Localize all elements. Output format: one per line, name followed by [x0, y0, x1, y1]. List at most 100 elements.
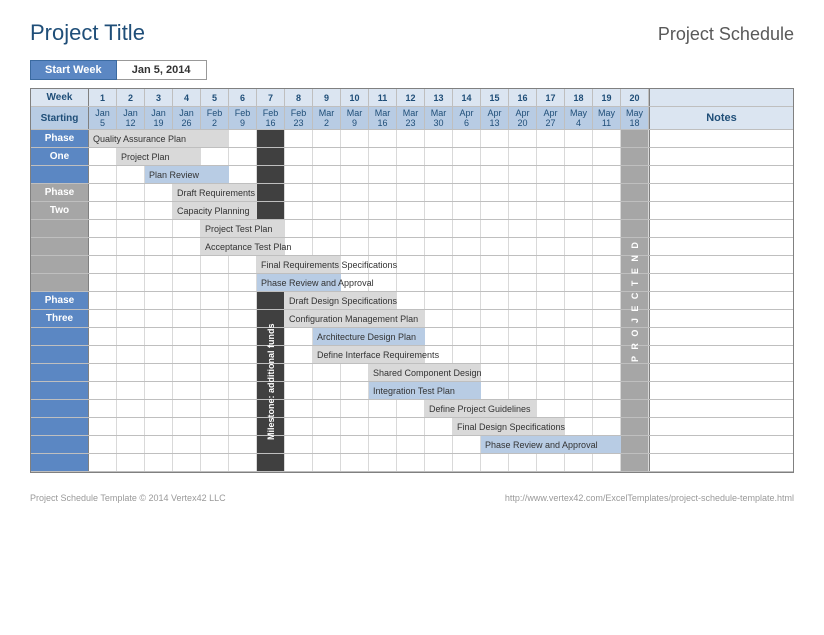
cell[interactable]	[425, 220, 453, 237]
cell[interactable]	[593, 238, 621, 255]
cell[interactable]	[509, 382, 537, 399]
cell[interactable]	[145, 436, 173, 453]
notes-cell[interactable]	[649, 364, 793, 381]
cell[interactable]	[145, 454, 173, 471]
cell[interactable]	[509, 202, 537, 219]
cell[interactable]	[593, 184, 621, 201]
cell[interactable]	[89, 292, 117, 309]
task-bar[interactable]: Final Requirements Specifications	[257, 256, 397, 273]
cell[interactable]	[313, 202, 341, 219]
cell[interactable]	[453, 256, 481, 273]
cell[interactable]	[453, 436, 481, 453]
task-bar[interactable]: Define Interface Requirements	[313, 346, 481, 363]
cell[interactable]	[173, 400, 201, 417]
cell[interactable]	[341, 184, 369, 201]
cell[interactable]	[145, 418, 173, 435]
cell[interactable]	[173, 256, 201, 273]
task-bar[interactable]: Capacity Planning	[173, 202, 257, 219]
cell[interactable]	[89, 184, 117, 201]
cell[interactable]	[537, 454, 565, 471]
cell[interactable]	[593, 346, 621, 363]
cell[interactable]	[285, 382, 313, 399]
cell[interactable]	[145, 202, 173, 219]
cell[interactable]	[593, 148, 621, 165]
task-bar[interactable]: Final Design Specifications	[453, 418, 593, 435]
cell[interactable]	[621, 454, 649, 471]
cell[interactable]	[537, 148, 565, 165]
cell[interactable]	[201, 148, 229, 165]
task-bar[interactable]: Draft Design Specifications	[285, 292, 425, 309]
cell[interactable]	[537, 328, 565, 345]
task-bar[interactable]: Phase Review and Approval	[257, 274, 397, 291]
cell[interactable]	[481, 166, 509, 183]
cell[interactable]	[397, 256, 425, 273]
cell[interactable]	[341, 130, 369, 147]
cell[interactable]	[621, 148, 649, 165]
cell[interactable]	[425, 184, 453, 201]
cell[interactable]	[229, 166, 257, 183]
cell[interactable]	[509, 346, 537, 363]
cell[interactable]	[453, 328, 481, 345]
cell[interactable]	[481, 202, 509, 219]
cell[interactable]	[89, 418, 117, 435]
cell[interactable]	[565, 166, 593, 183]
cell[interactable]	[145, 292, 173, 309]
cell[interactable]	[341, 202, 369, 219]
cell[interactable]	[201, 382, 229, 399]
cell[interactable]	[397, 220, 425, 237]
notes-cell[interactable]	[649, 238, 793, 255]
cell[interactable]	[201, 328, 229, 345]
cell[interactable]	[425, 454, 453, 471]
cell[interactable]	[565, 292, 593, 309]
cell[interactable]	[229, 130, 257, 147]
cell[interactable]	[397, 400, 425, 417]
cell[interactable]	[145, 238, 173, 255]
cell[interactable]	[313, 130, 341, 147]
cell[interactable]	[593, 418, 621, 435]
cell[interactable]	[341, 364, 369, 381]
notes-cell[interactable]	[649, 454, 793, 471]
cell[interactable]	[285, 436, 313, 453]
cell[interactable]	[425, 436, 453, 453]
cell[interactable]	[425, 418, 453, 435]
notes-cell[interactable]	[649, 436, 793, 453]
cell[interactable]	[89, 220, 117, 237]
cell[interactable]	[257, 148, 285, 165]
cell[interactable]	[145, 382, 173, 399]
cell[interactable]	[453, 130, 481, 147]
cell[interactable]	[369, 202, 397, 219]
cell[interactable]	[145, 346, 173, 363]
cell[interactable]	[89, 256, 117, 273]
cell[interactable]	[537, 346, 565, 363]
cell[interactable]	[453, 310, 481, 327]
cell[interactable]	[509, 328, 537, 345]
cell[interactable]	[397, 418, 425, 435]
cell[interactable]	[117, 184, 145, 201]
cell[interactable]	[565, 184, 593, 201]
notes-cell[interactable]	[649, 256, 793, 273]
cell[interactable]	[397, 436, 425, 453]
cell[interactable]	[565, 130, 593, 147]
cell[interactable]	[537, 382, 565, 399]
cell[interactable]	[145, 400, 173, 417]
cell[interactable]	[425, 274, 453, 291]
cell[interactable]	[453, 220, 481, 237]
cell[interactable]	[537, 274, 565, 291]
cell[interactable]	[229, 418, 257, 435]
cell[interactable]	[453, 292, 481, 309]
cell[interactable]	[537, 202, 565, 219]
cell[interactable]	[481, 148, 509, 165]
cell[interactable]	[145, 364, 173, 381]
cell[interactable]	[145, 328, 173, 345]
cell[interactable]	[313, 220, 341, 237]
cell[interactable]	[117, 418, 145, 435]
cell[interactable]	[621, 166, 649, 183]
cell[interactable]	[369, 454, 397, 471]
cell[interactable]	[89, 148, 117, 165]
task-bar[interactable]: Project Test Plan	[201, 220, 285, 237]
cell[interactable]	[509, 166, 537, 183]
cell[interactable]	[341, 454, 369, 471]
cell[interactable]	[509, 256, 537, 273]
task-bar[interactable]: Integration Test Plan	[369, 382, 509, 399]
cell[interactable]	[117, 454, 145, 471]
